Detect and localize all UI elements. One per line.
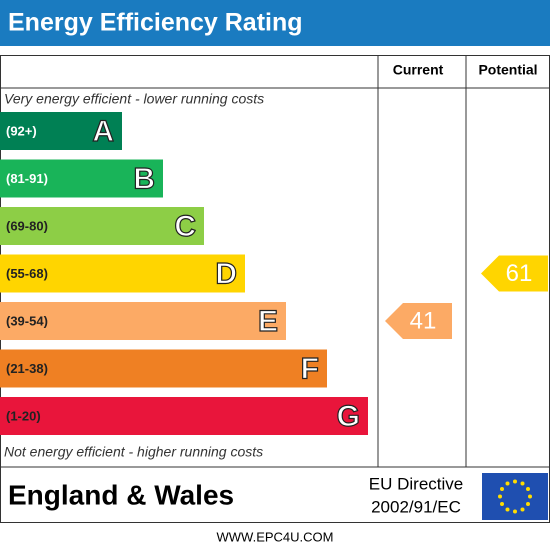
band-letter: F [301, 352, 319, 385]
flag-star [520, 481, 525, 486]
flag-star [520, 507, 525, 512]
column-header: Current [393, 62, 444, 78]
band [0, 159, 163, 198]
directive: 2002/91/EC [371, 497, 461, 516]
flag-star [498, 494, 502, 499]
band [0, 302, 286, 340]
band-letter: B [133, 162, 155, 195]
band-letter: A [92, 115, 114, 148]
band-range: (92+) [6, 123, 37, 138]
flag-star [505, 481, 510, 486]
flag-star [525, 487, 530, 491]
chart-title: Energy Efficiency Rating [8, 9, 303, 37]
flag-star [513, 509, 517, 514]
region: England & Wales [8, 479, 234, 510]
band-range: (81-91) [6, 171, 48, 186]
flag-star [513, 479, 517, 484]
top-note: Very energy efficient - lower running co… [4, 91, 264, 107]
directive: EU Directive [369, 474, 463, 493]
band [0, 349, 327, 388]
band-letter: E [258, 305, 278, 338]
band-letter: G [337, 400, 360, 433]
flag-star [500, 487, 505, 491]
title-bar [0, 0, 550, 46]
rating-arrow [385, 303, 452, 339]
rating-arrow [481, 255, 548, 292]
band [0, 397, 368, 435]
band [0, 112, 122, 150]
flag-star [505, 507, 510, 512]
flag-star [500, 502, 505, 506]
band-letter: D [215, 257, 237, 290]
band-range: (21-38) [6, 361, 48, 376]
bottom-note: Not energy efficient - higher running co… [4, 444, 263, 460]
rating-value: 61 [506, 260, 533, 287]
band-letter: C [174, 210, 196, 243]
band-range: (1-20) [6, 408, 41, 423]
flag-star [525, 502, 530, 506]
rating-value: 41 [410, 307, 437, 334]
band-range: (55-68) [6, 266, 48, 281]
band-range: (39-54) [6, 313, 48, 328]
flag-star [528, 494, 532, 499]
band [0, 207, 204, 245]
band-range: (69-80) [6, 218, 48, 233]
website: WWW.EPC4U.COM [217, 529, 334, 544]
column-header: Potential [478, 62, 537, 78]
band [0, 254, 245, 293]
